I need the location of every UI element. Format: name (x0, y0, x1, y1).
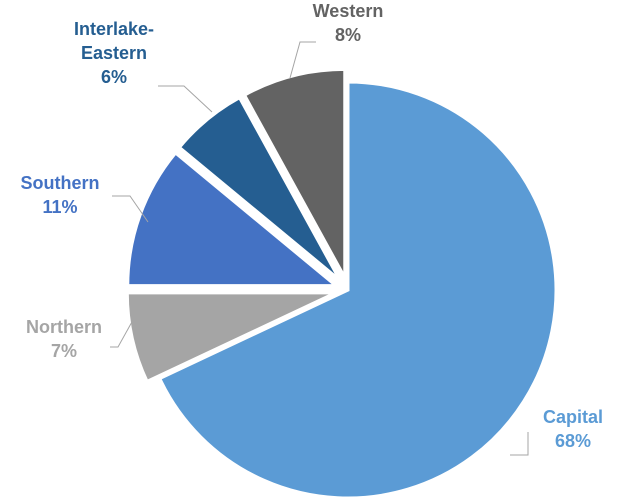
pie-slice-northern (125, 291, 336, 384)
pie-slice-western (242, 67, 347, 279)
data-label-name: Southern (21, 173, 100, 193)
data-label-name: Western (313, 1, 384, 21)
data-label-name: Interlake- (74, 19, 154, 39)
leader-line (110, 319, 134, 348)
leader-line (158, 85, 213, 113)
pie-slice-interlake-eastern (177, 95, 342, 282)
data-label-percent: 7% (51, 341, 77, 361)
pie-slices (125, 67, 558, 499)
leader-line (510, 432, 529, 456)
leader-line (289, 41, 316, 79)
data-label-percent: 68% (555, 431, 591, 451)
data-labels: Capital 68% Northern 7% Southern 11% Interlake… (21, 1, 604, 451)
data-label-percent: 11% (42, 197, 77, 217)
pie-slice-southern (126, 150, 340, 288)
leader-line (112, 195, 149, 223)
data-label-percent: 8% (335, 25, 361, 45)
pie-slice-capital (157, 80, 558, 499)
data-label-name: Eastern (81, 43, 147, 63)
leader-lines (110, 41, 529, 456)
data-label-percent: 6% (101, 67, 127, 87)
data-label-name: Capital (543, 407, 603, 427)
data-label-name: Northern (26, 317, 102, 337)
